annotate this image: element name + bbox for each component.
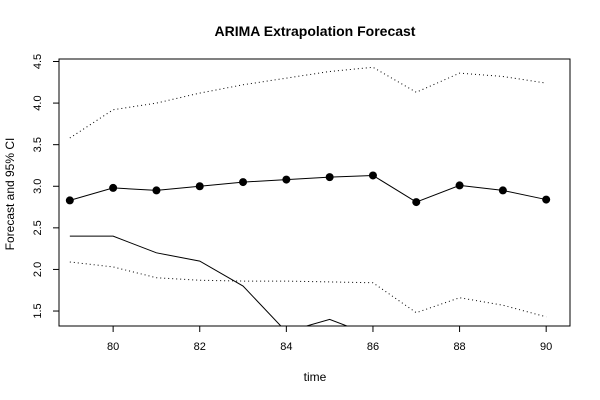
x-tick-label: 90: [540, 341, 552, 353]
x-tick-label: 82: [194, 341, 206, 353]
y-tick-label: 3.0: [32, 179, 44, 194]
y-tick-label: 3.5: [32, 137, 44, 152]
series-line-2: [69, 261, 547, 318]
y-axis: 1.5 2.0 2.5 3.0 3.5 4.0 4.5: [32, 54, 60, 319]
y-tick-label: 2.0: [32, 262, 44, 277]
series-point-0: [152, 186, 161, 195]
series-line-1: [69, 66, 547, 139]
series-line-0: [69, 174, 547, 203]
y-axis-label: Forecast and 95% CI: [3, 138, 17, 251]
y-tick-label: 4.0: [32, 95, 44, 110]
series-point-0: [109, 183, 118, 192]
series-point-0: [195, 182, 204, 191]
series-point-0: [368, 171, 377, 180]
x-tick-label: 88: [453, 341, 465, 353]
series-point-0: [412, 198, 421, 207]
x-tick-label: 80: [107, 341, 119, 353]
series-point-0: [239, 178, 248, 187]
series-point-0: [542, 195, 551, 204]
x-axis-label: time: [304, 370, 327, 384]
x-tick-label: 86: [367, 341, 379, 353]
chart-title: ARIMA Extrapolation Forecast: [215, 23, 416, 39]
x-tick-label: 84: [280, 341, 292, 353]
plot-frame: [58, 58, 571, 327]
series-point-0: [65, 196, 74, 205]
series-point-0: [282, 175, 291, 184]
series-point-0: [325, 173, 334, 182]
y-tick-label: 1.5: [32, 303, 44, 318]
series-line-3: [69, 235, 349, 326]
y-tick-label: 2.5: [32, 220, 44, 235]
series-point-0: [498, 186, 507, 195]
y-tick-label: 4.5: [32, 54, 44, 69]
series-layer: [65, 66, 551, 326]
series-point-0: [455, 181, 464, 190]
x-axis: 80 82 84 86 88 90: [107, 325, 552, 353]
